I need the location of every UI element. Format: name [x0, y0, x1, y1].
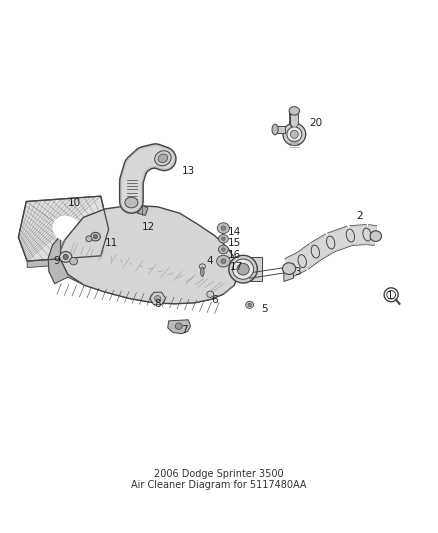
Ellipse shape [221, 226, 226, 230]
Ellipse shape [175, 323, 182, 329]
Ellipse shape [283, 263, 296, 274]
Polygon shape [48, 236, 68, 284]
Ellipse shape [155, 151, 171, 166]
Ellipse shape [272, 124, 278, 135]
Ellipse shape [217, 255, 230, 267]
Ellipse shape [70, 257, 78, 265]
Ellipse shape [289, 107, 300, 115]
Text: 2: 2 [356, 211, 363, 221]
Ellipse shape [158, 154, 168, 163]
Text: 3: 3 [294, 267, 301, 277]
Ellipse shape [219, 245, 228, 254]
Ellipse shape [283, 123, 306, 146]
Polygon shape [284, 264, 293, 281]
Ellipse shape [229, 255, 258, 283]
Polygon shape [27, 256, 101, 268]
Ellipse shape [53, 216, 81, 241]
Polygon shape [48, 236, 234, 304]
Ellipse shape [60, 252, 72, 262]
Polygon shape [168, 320, 191, 334]
Polygon shape [137, 206, 148, 215]
Ellipse shape [237, 263, 249, 275]
Ellipse shape [91, 232, 100, 241]
Text: 10: 10 [68, 198, 81, 207]
Text: 16: 16 [228, 250, 241, 260]
Ellipse shape [207, 291, 214, 297]
Text: 20: 20 [309, 118, 322, 127]
Text: 4: 4 [207, 256, 214, 266]
Polygon shape [239, 257, 262, 281]
Ellipse shape [222, 237, 225, 240]
Text: 14: 14 [228, 227, 241, 237]
Ellipse shape [248, 303, 251, 306]
Ellipse shape [86, 236, 92, 242]
Ellipse shape [155, 296, 161, 301]
Ellipse shape [125, 197, 138, 208]
Text: 9: 9 [53, 256, 60, 266]
Polygon shape [275, 126, 285, 133]
Text: 5: 5 [261, 304, 268, 314]
Polygon shape [150, 292, 166, 305]
Ellipse shape [199, 264, 205, 269]
Ellipse shape [63, 254, 68, 260]
Ellipse shape [201, 267, 204, 277]
Polygon shape [18, 196, 109, 261]
Ellipse shape [290, 130, 298, 138]
Ellipse shape [217, 223, 230, 233]
Text: 1: 1 [386, 291, 393, 301]
Text: 11: 11 [105, 238, 118, 247]
Ellipse shape [222, 248, 225, 251]
Text: 12: 12 [142, 222, 155, 231]
Ellipse shape [370, 231, 381, 241]
Text: 15: 15 [228, 238, 241, 247]
Ellipse shape [93, 235, 98, 239]
Text: 17: 17 [230, 262, 243, 271]
Ellipse shape [287, 127, 302, 142]
Ellipse shape [246, 302, 254, 308]
Polygon shape [60, 205, 239, 304]
Text: 2006 Dodge Sprinter 3500
Air Cleaner Diagram for 5117480AA: 2006 Dodge Sprinter 3500 Air Cleaner Dia… [131, 469, 307, 490]
Text: 7: 7 [180, 326, 187, 335]
Ellipse shape [233, 259, 254, 279]
Text: 6: 6 [211, 295, 218, 305]
Ellipse shape [219, 235, 228, 243]
Text: 13: 13 [182, 166, 195, 175]
Text: 8: 8 [154, 299, 161, 309]
Ellipse shape [221, 259, 226, 263]
